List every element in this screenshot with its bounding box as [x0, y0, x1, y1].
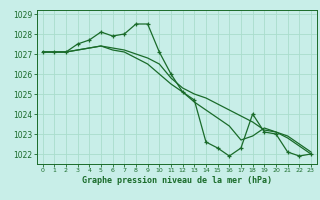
X-axis label: Graphe pression niveau de la mer (hPa): Graphe pression niveau de la mer (hPa) — [82, 176, 272, 185]
